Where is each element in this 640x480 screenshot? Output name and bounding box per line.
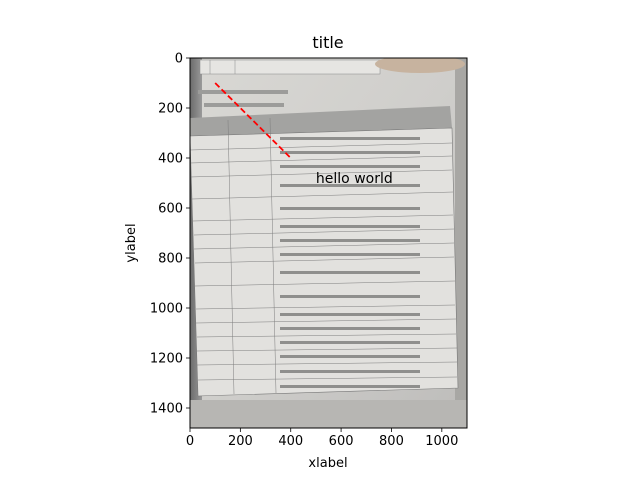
x-tick-label: 0 (186, 434, 194, 449)
y-axis: 0 200 400 600 800 1000 1200 1400 (150, 52, 190, 417)
x-tick-label: 400 (278, 434, 303, 449)
y-axis-label: ylabel (124, 223, 139, 262)
x-tick-label: 200 (228, 434, 253, 449)
x-axis: 0 200 400 600 800 1000 (186, 428, 458, 449)
y-tick-label: 200 (158, 102, 183, 117)
annotation-text: hello world (316, 171, 393, 187)
y-tick-label: 0 (175, 52, 183, 67)
x-axis-label: xlabel (308, 456, 347, 471)
y-tick-label: 1000 (150, 302, 183, 317)
x-tick-label: 1000 (425, 434, 458, 449)
y-tick-label: 400 (158, 152, 183, 167)
y-tick-label: 1200 (150, 352, 183, 367)
y-tick-label: 600 (158, 202, 183, 217)
y-tick-label: 1400 (150, 402, 183, 417)
x-tick-label: 600 (329, 434, 354, 449)
chart-title: title (312, 33, 343, 52)
background-photo (190, 58, 467, 428)
x-tick-label: 800 (379, 434, 404, 449)
photo-text-lines (280, 137, 420, 388)
axes-frame (189, 57, 468, 429)
y-tick-label: 800 (158, 252, 183, 267)
